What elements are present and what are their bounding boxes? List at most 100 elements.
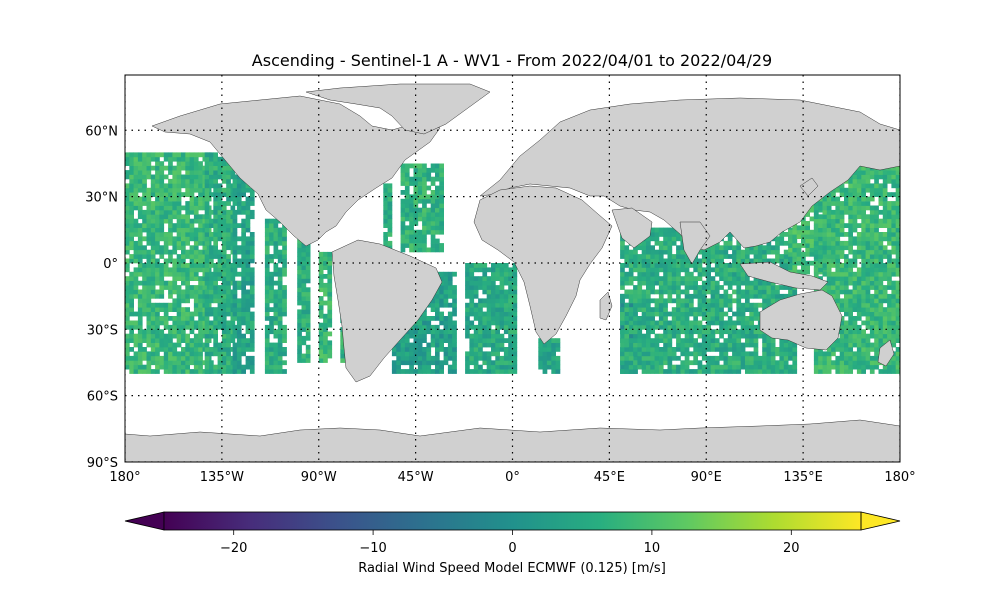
data-cell-swath-2 [232, 214, 238, 220]
data-cell-swath-15 [813, 214, 819, 220]
data-cell-swath-3 [277, 316, 283, 321]
data-cell-swath-0 [181, 192, 186, 197]
data-cell-swath-13 [658, 316, 664, 321]
data-cell-swath-1 [204, 316, 210, 321]
data-cell-swath-13 [714, 263, 720, 268]
data-cell-swath-8 [409, 243, 414, 248]
data-cell-swath-2 [249, 232, 255, 237]
data-cell-swath-15 [861, 196, 866, 202]
data-cell-swath-13 [740, 316, 746, 321]
data-cell-swath-13 [727, 293, 733, 299]
data-cell-swath-9 [426, 360, 432, 366]
data-cell-swath-13 [697, 302, 703, 308]
data-cell-swath-15 [861, 360, 866, 366]
data-cell-swath-0 [193, 285, 199, 290]
data-cell-swath-1 [204, 201, 210, 206]
data-cell-swath-0 [163, 324, 169, 330]
data-cell-swath-9 [452, 293, 457, 299]
data-cell-swath-13 [719, 324, 724, 330]
data-cell-swath-5 [323, 313, 328, 319]
data-cell-swath-13 [646, 307, 651, 312]
data-cell-swath-8 [417, 212, 423, 217]
data-cell-swath-0 [185, 351, 190, 357]
data-cell-swath-15 [869, 254, 875, 259]
data-cell-swath-0 [181, 320, 186, 326]
data-cell-swath-10 [508, 351, 513, 357]
data-cell-swath-15 [891, 311, 897, 317]
data-cell-swath-13 [745, 298, 750, 304]
data-cell-swath-15 [835, 201, 841, 206]
data-cell-swath-15 [895, 249, 900, 255]
data-cell-swath-15 [826, 360, 832, 366]
data-cell-swath-0 [129, 183, 134, 189]
data-cell-swath-13 [745, 364, 750, 370]
data-cell-swath-11 [555, 360, 561, 366]
data-cell-swath-15 [861, 263, 866, 268]
data-cell-swath-8 [430, 212, 436, 217]
data-cell-swath-1 [209, 360, 214, 366]
data-cell-swath-15 [856, 351, 862, 357]
data-cell-swath-1 [204, 338, 210, 343]
data-cell-swath-0 [155, 218, 160, 224]
data-cell-swath-9 [439, 298, 444, 304]
data-cell-swath-15 [874, 360, 879, 366]
data-cell-swath-0 [172, 201, 178, 206]
data-cell-swath-13 [641, 364, 647, 370]
data-cell-swath-14 [805, 247, 810, 253]
data-cell-swath-1 [204, 293, 210, 299]
data-cell-swath-0 [155, 236, 160, 242]
data-cell-swath-13 [628, 369, 634, 374]
data-cell-swath-13 [753, 293, 759, 299]
data-cell-swath-15 [869, 170, 875, 175]
data-cell-swath-9 [430, 316, 436, 321]
data-cell-swath-15 [891, 289, 897, 295]
data-cell-swath-15 [878, 338, 884, 343]
data-cell-swath-13 [697, 271, 703, 277]
data-cell-swath-1 [209, 293, 214, 299]
data-cell-swath-15 [844, 302, 849, 308]
data-cell-swath-14 [809, 243, 815, 248]
data-cell-swath-13 [620, 280, 625, 286]
data-cell-swath-0 [185, 232, 190, 237]
data-cell-swath-0 [137, 280, 143, 286]
data-cell-swath-15 [856, 342, 862, 348]
data-cell-swath-1 [209, 232, 214, 237]
data-cell-swath-9 [391, 364, 397, 370]
data-cell-swath-0 [172, 280, 178, 286]
data-cell-swath-2 [249, 258, 255, 264]
data-cell-swath-10 [469, 369, 475, 374]
data-cell-swath-13 [697, 249, 703, 255]
data-cell-swath-0 [168, 209, 173, 215]
data-cell-swath-13 [732, 347, 737, 352]
data-cell-swath-15 [895, 183, 900, 189]
data-cell-swath-13 [766, 369, 772, 374]
data-cell-swath-13 [689, 333, 694, 339]
data-cell-swath-5 [318, 296, 324, 301]
data-cell-swath-15 [861, 240, 866, 246]
data-cell-swath-15 [874, 214, 879, 220]
data-cell-swath-15 [813, 232, 819, 237]
data-cell-swath-0 [150, 285, 156, 290]
data-cell-swath-13 [650, 236, 655, 242]
data-cell-swath-2 [232, 324, 238, 330]
data-cell-swath-7 [387, 245, 393, 251]
data-cell-swath-0 [181, 263, 186, 268]
data-cell-swath-9 [422, 320, 427, 326]
data-cell-swath-11 [555, 355, 561, 361]
data-cell-swath-13 [770, 293, 776, 299]
data-cell-swath-13 [736, 369, 742, 374]
data-cell-swath-11 [555, 364, 561, 370]
data-cell-swath-15 [869, 369, 875, 374]
data-cell-swath-15 [844, 333, 849, 339]
data-cell-swath-4 [297, 238, 302, 244]
data-cell-swath-13 [624, 254, 630, 259]
data-cell-swath-15 [865, 302, 871, 308]
data-cell-swath-13 [680, 360, 686, 366]
data-cell-swath-13 [745, 342, 750, 348]
data-cell-swath-13 [710, 307, 716, 312]
lon-tick-label: 135°E [783, 470, 823, 485]
data-cell-swath-8 [430, 238, 436, 244]
data-cell-swath-13 [650, 347, 655, 352]
data-cell-swath-2 [241, 263, 246, 268]
